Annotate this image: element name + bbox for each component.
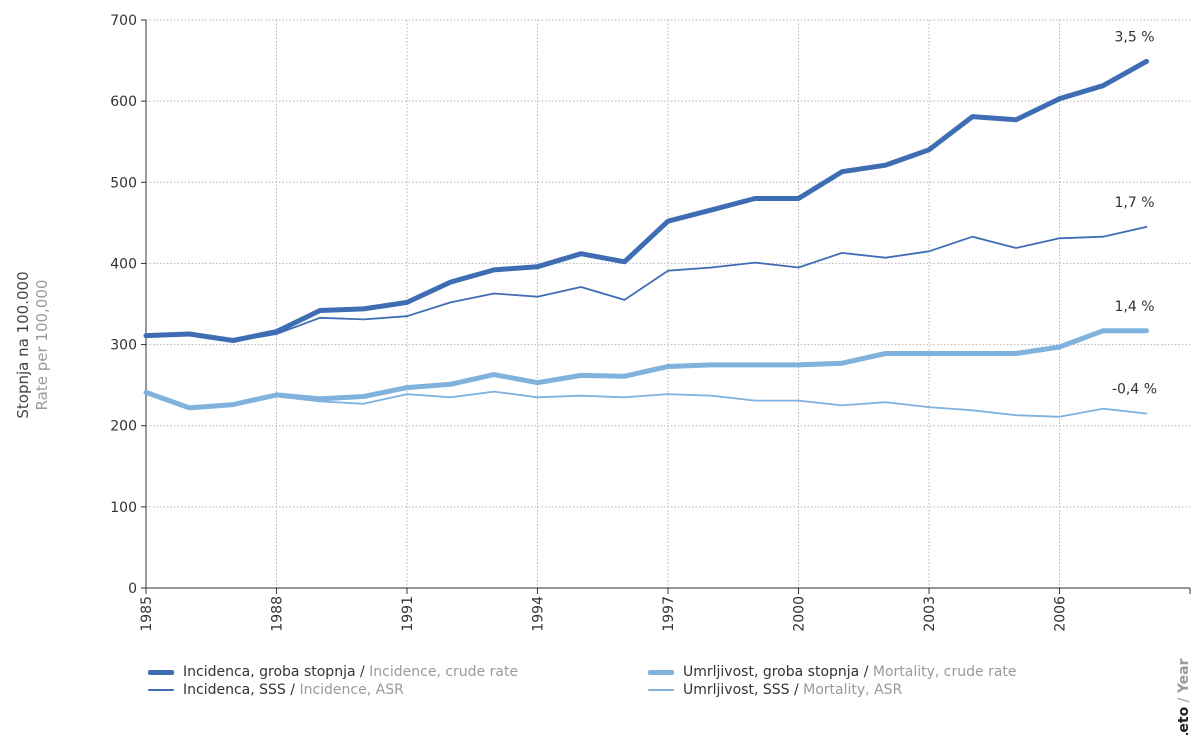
x-tick-label: 1991 [400, 596, 416, 632]
y-tick-label: 300 [110, 338, 137, 354]
series-line-mort_crude [143, 328, 1149, 411]
x-axis-label-sub: Year [1176, 658, 1192, 694]
series-line-inc_crude [143, 58, 1149, 343]
x-axis-label: Leto / Year [1176, 658, 1192, 735]
y-tick-label: 400 [110, 256, 137, 272]
series-end-label-inc_crude: 3,5 % [1114, 29, 1154, 45]
y-tick-label: 0 [128, 581, 137, 597]
series-line-mort_asr [145, 390, 1148, 418]
legend-sublabel: Mortality, ASR [803, 682, 903, 698]
series-end-label-mort_crude: 1,4 % [1114, 299, 1154, 315]
x-tick-label: 1988 [270, 596, 286, 632]
y-tick-label: 200 [110, 419, 137, 435]
grid-lines [146, 19, 1190, 588]
legend-item-mortality-crude: Umrljivost, groba stopnja / Mortality, c… [648, 664, 1017, 680]
y-axis-sublabel: Rate per 100,000 [33, 280, 51, 411]
y-tick-label: 500 [110, 175, 137, 191]
series-line-inc_asr [145, 226, 1148, 343]
legend-sublabel: Incidence, crude rate [369, 664, 519, 680]
y-tick-label: 700 [110, 13, 137, 29]
x-axis-ticks: 1985 1988 1991 1994 1997 2000 2003 2006 [139, 588, 1191, 632]
y-tick-label: 600 [110, 94, 137, 110]
y-tick-label: 100 [110, 500, 137, 516]
x-tick-label: 1985 [139, 596, 155, 632]
legend-item-incidence-asr: Incidenca, SSS / Incidence, ASR [148, 682, 404, 698]
series-end-labels: 1,4 % -0,4 % 3,5 % 1,7 % [1112, 29, 1157, 397]
y-axis-label: Stopnja na 100.000 [14, 271, 32, 418]
x-axis-label-main: Leto [1176, 706, 1192, 735]
series-end-label-inc_asr: 1,7 % [1114, 195, 1154, 211]
legend-label: Incidenca, SSS [183, 682, 286, 698]
legend-label: Incidenca, groba stopnja [183, 664, 356, 680]
legend-sublabel: Incidence, ASR [299, 682, 404, 698]
legend-swatch [148, 669, 174, 675]
y-axis-ticks: 0 100 200 300 400 500 600 700 [110, 13, 146, 597]
legend-item-incidence-crude: Incidenca, groba stopnja / Incidence, cr… [148, 664, 518, 680]
legend-swatch [148, 689, 174, 691]
legend-label: Umrljivost, SSS [683, 682, 790, 698]
data-series [143, 58, 1149, 418]
legend-sublabel: Mortality, crude rate [872, 664, 1017, 680]
legend-swatch [648, 689, 674, 691]
x-tick-label: 2000 [792, 596, 808, 632]
x-tick-label: 1994 [531, 596, 547, 632]
legend-item-mortality-asr: Umrljivost, SSS / Mortality, ASR [648, 682, 902, 698]
x-tick-label: 1997 [661, 596, 677, 632]
legend-label: Umrljivost, groba stopnja [683, 664, 860, 680]
x-tick-label: 2006 [1053, 596, 1069, 632]
x-axis-label-sep: / [1176, 693, 1192, 707]
x-tick-label: 2003 [922, 596, 938, 632]
series-end-label-mort_asr: -0,4 % [1112, 382, 1157, 398]
legend-swatch [648, 669, 674, 675]
